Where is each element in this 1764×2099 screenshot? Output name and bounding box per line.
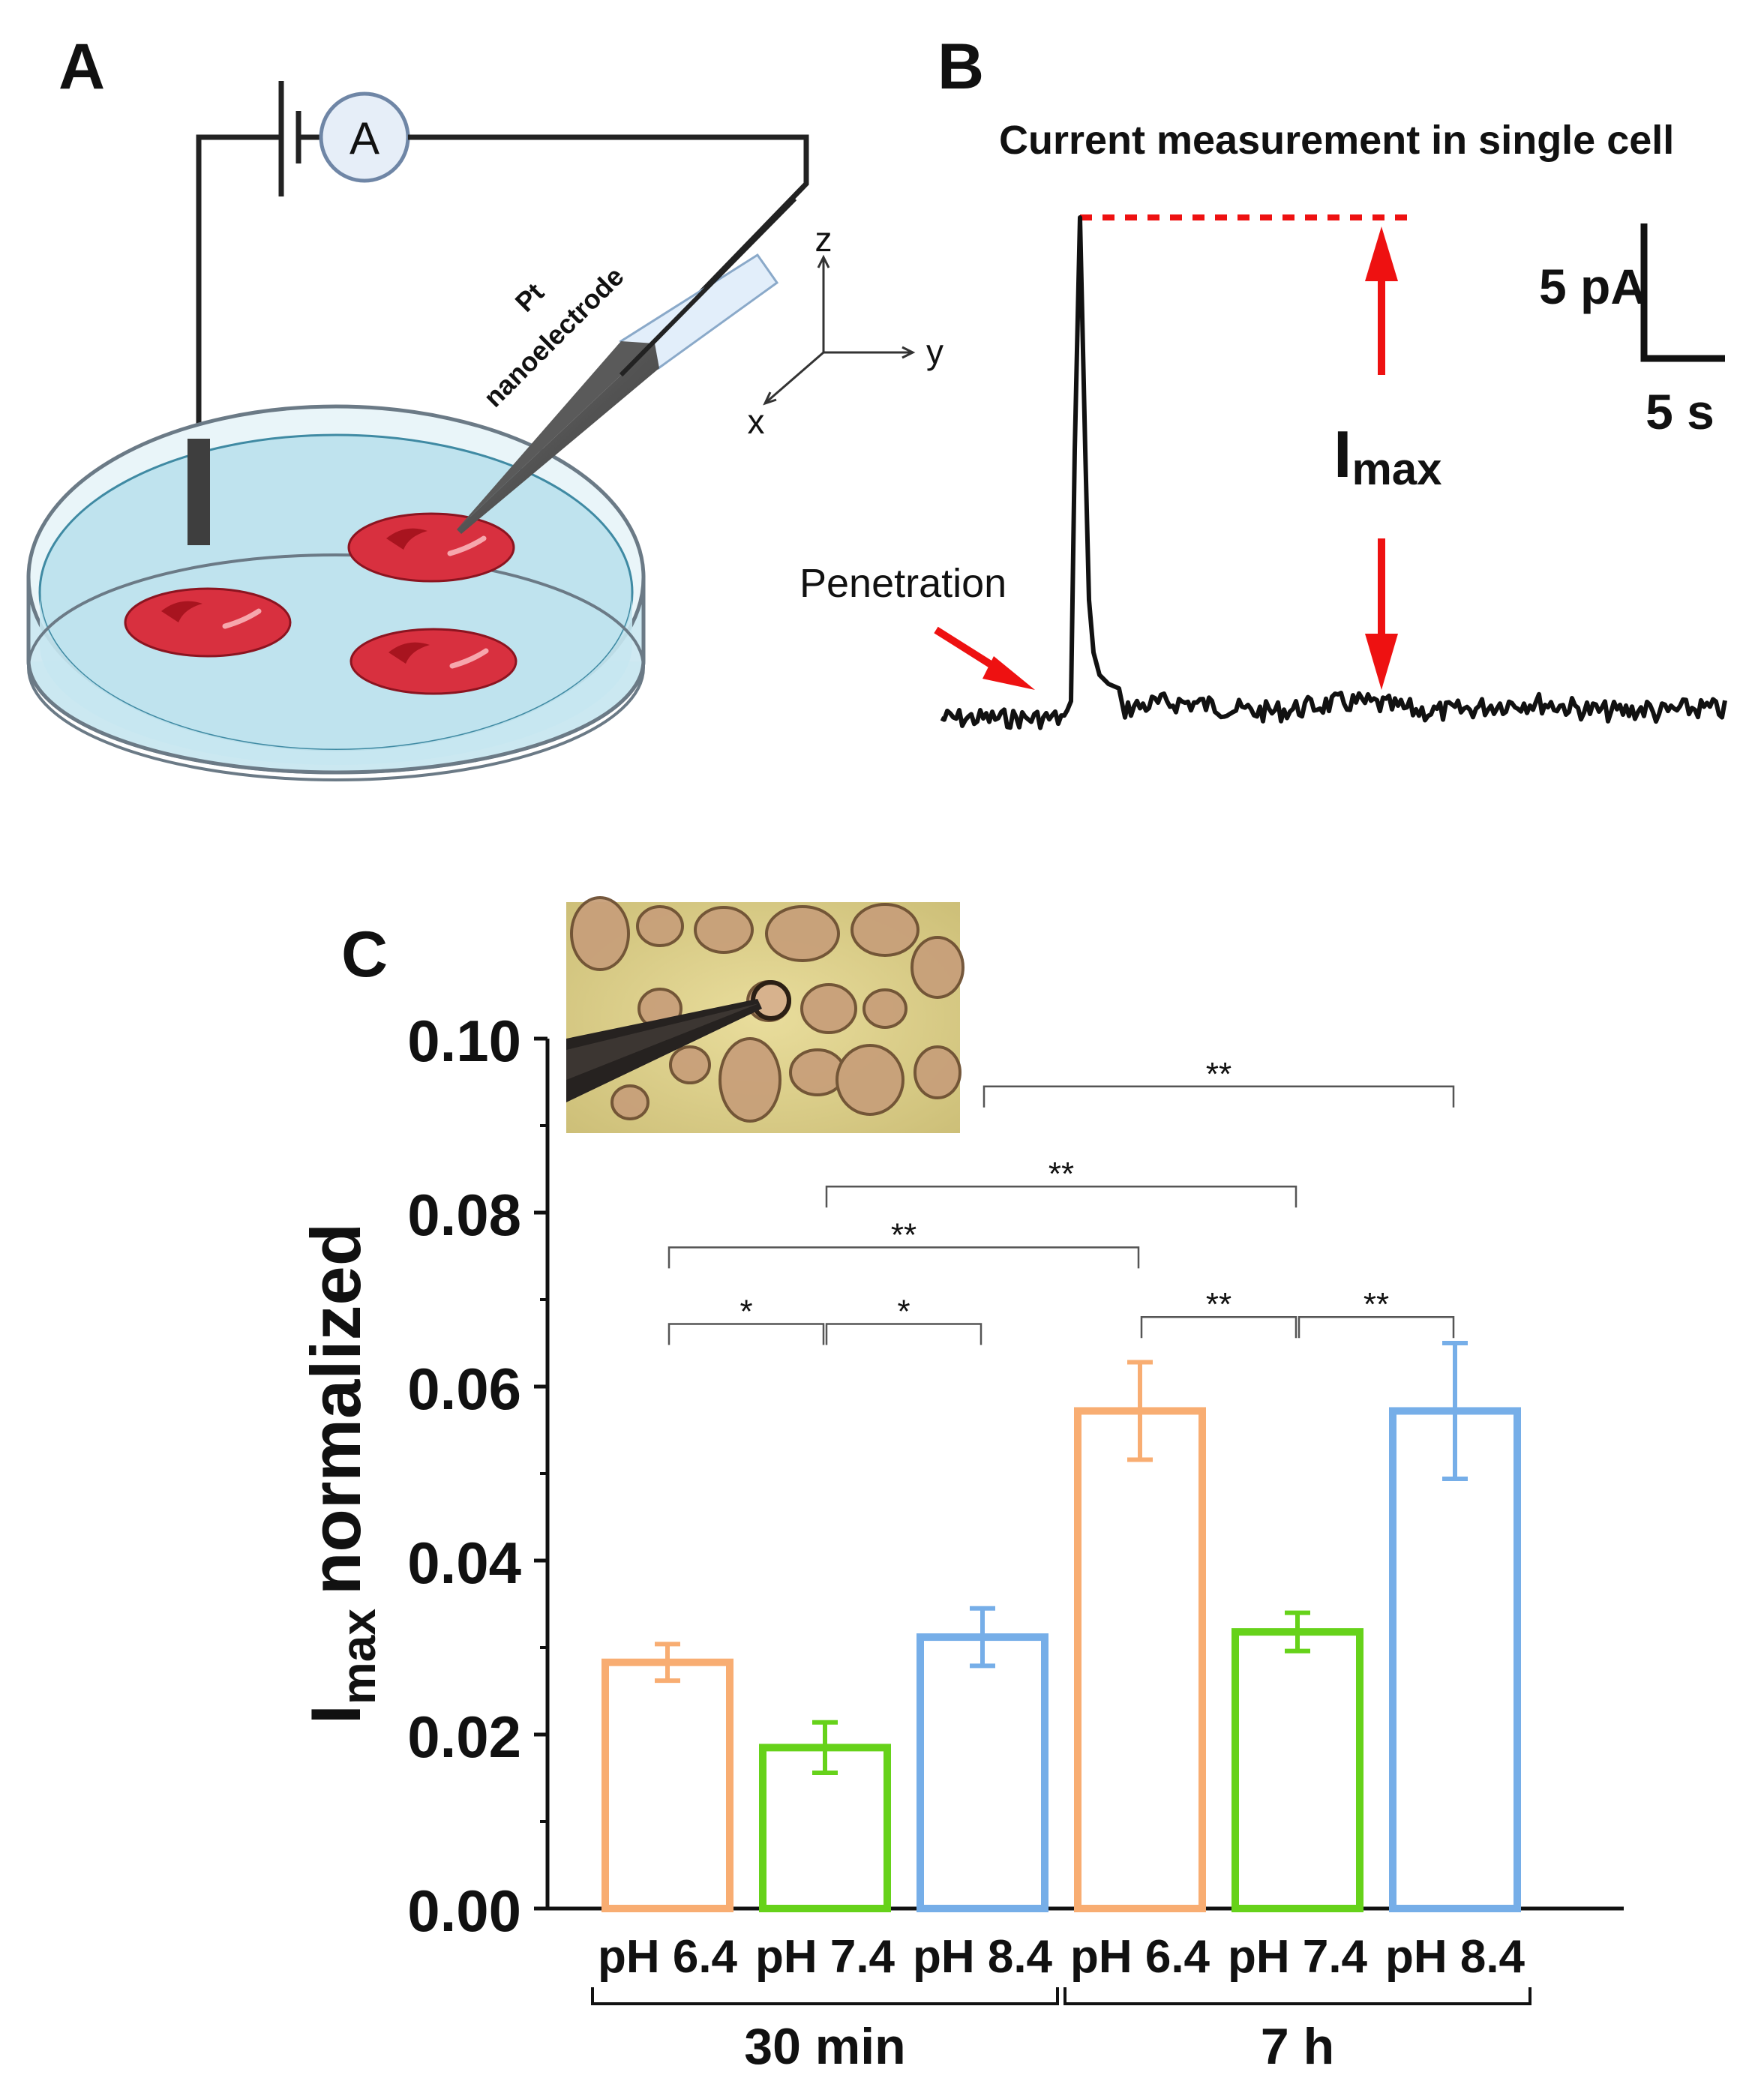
axis-label-x: x bbox=[748, 402, 765, 441]
penetration-label: Penetration bbox=[800, 561, 1006, 606]
y-tick-label: 0.08 bbox=[407, 1182, 521, 1248]
y-tick-label: 0.06 bbox=[407, 1356, 521, 1422]
x-tick-label: pH 8.4 bbox=[913, 1931, 1053, 1983]
significance-bracket bbox=[668, 1323, 825, 1345]
y-axis-label-sub: max bbox=[332, 1609, 386, 1705]
scale-bar bbox=[1640, 223, 1725, 362]
y-tick-label: 0.02 bbox=[407, 1704, 521, 1770]
imax-arrow-down-head bbox=[1365, 634, 1398, 690]
significance-bracket bbox=[825, 1185, 1298, 1208]
y-tick-label: 0.00 bbox=[407, 1878, 521, 1944]
significance-label: ** bbox=[1364, 1286, 1389, 1323]
bar bbox=[916, 1633, 1048, 1913]
panel-b: B Current measurement in single cell Ima… bbox=[800, 31, 1727, 730]
significance-label: * bbox=[897, 1293, 910, 1330]
imax-arrow-up-head bbox=[1365, 226, 1398, 281]
bar bbox=[1074, 1407, 1206, 1912]
petri-dish bbox=[26, 404, 646, 781]
nanoelectrode bbox=[457, 196, 797, 534]
y-tick-label: 0.10 bbox=[407, 1008, 521, 1074]
panel-a-letter: A bbox=[58, 31, 105, 103]
imax-label-sub: max bbox=[1352, 444, 1442, 494]
y-tick-label: 0.04 bbox=[407, 1530, 521, 1596]
axis-label-y: y bbox=[926, 332, 944, 371]
significance-bracket bbox=[982, 1085, 1455, 1108]
significance-bracket bbox=[1298, 1315, 1455, 1339]
circuit-wire bbox=[196, 134, 281, 547]
scale-current-label: 5 pA bbox=[1539, 259, 1646, 314]
ammeter-label: A bbox=[350, 113, 380, 163]
reference-electrode bbox=[188, 439, 210, 545]
x-tick-label: pH 7.4 bbox=[755, 1931, 896, 1983]
panel-c: C bbox=[296, 896, 1624, 2075]
x-tick-label: pH 6.4 bbox=[1070, 1931, 1210, 1983]
panel-a: A A bbox=[26, 31, 944, 781]
group-bracket bbox=[1064, 1987, 1532, 2005]
circuit-wire-3 bbox=[408, 134, 809, 377]
current-trace bbox=[940, 215, 1727, 730]
panel-c-letter: C bbox=[341, 919, 388, 991]
red-blood-cell bbox=[124, 587, 292, 658]
x-tick-label: pH 8.4 bbox=[1385, 1931, 1526, 1983]
trace-title: Current measurement in single cell bbox=[999, 118, 1674, 163]
group-label: 30 min bbox=[744, 2018, 905, 2075]
significance-label: ** bbox=[1206, 1286, 1232, 1323]
significance-bracket bbox=[668, 1246, 1140, 1269]
bar bbox=[1389, 1407, 1521, 1912]
bar-chart: 0.000.020.040.060.080.10 * ********* ** pH… bbox=[407, 1008, 1624, 2075]
significance-label: ** bbox=[891, 1216, 916, 1253]
x-tick-label: pH 6.4 bbox=[598, 1931, 738, 1983]
axis-label-z: z bbox=[815, 220, 832, 259]
bar bbox=[1232, 1628, 1364, 1913]
xyz-axes-icon bbox=[763, 254, 916, 406]
penetration-arrow-head bbox=[982, 656, 1035, 690]
group-label: 7 h bbox=[1261, 2018, 1334, 2075]
y-axis-label: Imax normalized bbox=[296, 1223, 386, 1724]
significance-label: ** bbox=[1048, 1156, 1074, 1192]
panel-b-letter: B bbox=[938, 31, 984, 103]
micrograph-inset bbox=[566, 896, 964, 1133]
imax-label-main: I bbox=[1334, 417, 1352, 491]
red-blood-cell bbox=[350, 628, 518, 695]
red-blood-cell bbox=[347, 512, 515, 583]
significance-bracket bbox=[825, 1323, 982, 1345]
significance-bracket bbox=[1140, 1315, 1298, 1339]
imax-label: Imax bbox=[1334, 417, 1442, 494]
scale-time-label: 5 s bbox=[1646, 384, 1714, 439]
x-tick-label: pH 7.4 bbox=[1228, 1931, 1368, 1983]
y-axis-label-rest: normalized bbox=[296, 1223, 375, 1595]
significance-label: ** bbox=[1206, 1056, 1232, 1093]
bar bbox=[602, 1658, 734, 1912]
y-axis-label-main: I bbox=[296, 1705, 375, 1724]
significance-label: * bbox=[740, 1293, 752, 1330]
electrode-label-pt: Pt bbox=[509, 277, 550, 317]
group-bracket bbox=[591, 1987, 1059, 2005]
